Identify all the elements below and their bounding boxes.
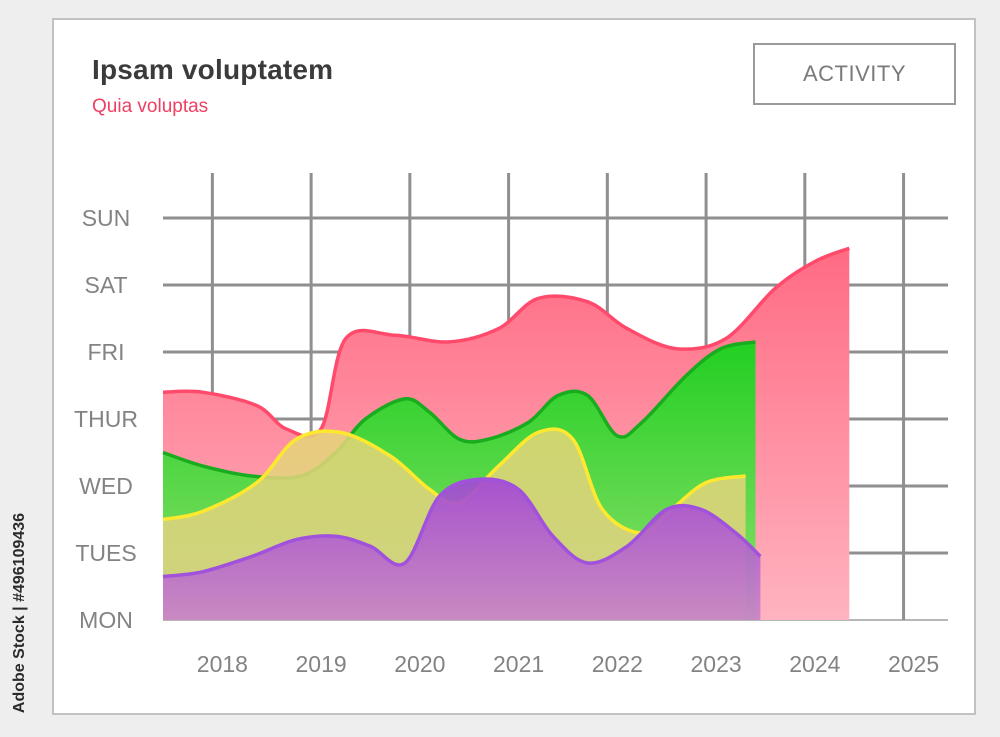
- x-tick-label: 2023: [690, 651, 741, 677]
- chart-title: Ipsam voluptatem: [92, 54, 334, 85]
- series-line-4: [162, 477, 762, 579]
- y-tick-label: SUN: [82, 205, 131, 231]
- y-tick-label: THUR: [74, 406, 138, 432]
- x-tick-label: 2021: [493, 651, 544, 677]
- y-tick-label: SAT: [84, 272, 127, 298]
- series-area-4: [163, 479, 761, 620]
- x-tick-label: 2018: [197, 651, 248, 677]
- y-tick-label: TUES: [75, 540, 136, 566]
- x-tick-label: 2020: [394, 651, 445, 677]
- y-tick-label: WED: [79, 473, 133, 499]
- series-layer: [162, 246, 850, 620]
- series-line-1: [162, 246, 850, 439]
- chart-subtitle: Quia voluptas: [92, 96, 209, 117]
- x-tick-label: 2019: [296, 651, 347, 677]
- x-tick-label: 2025: [888, 651, 939, 677]
- x-tick-label: 2024: [789, 651, 840, 677]
- y-tick-label: FRI: [87, 339, 124, 365]
- tick-labels: MON TUES WED THUR FRI SAT SUN 2018 2019 2020 2021 2…: [74, 205, 939, 677]
- y-tick-label: MON: [79, 607, 133, 633]
- x-tick-label: 2022: [592, 651, 643, 677]
- activity-button[interactable]: ACTIVITY: [753, 43, 956, 105]
